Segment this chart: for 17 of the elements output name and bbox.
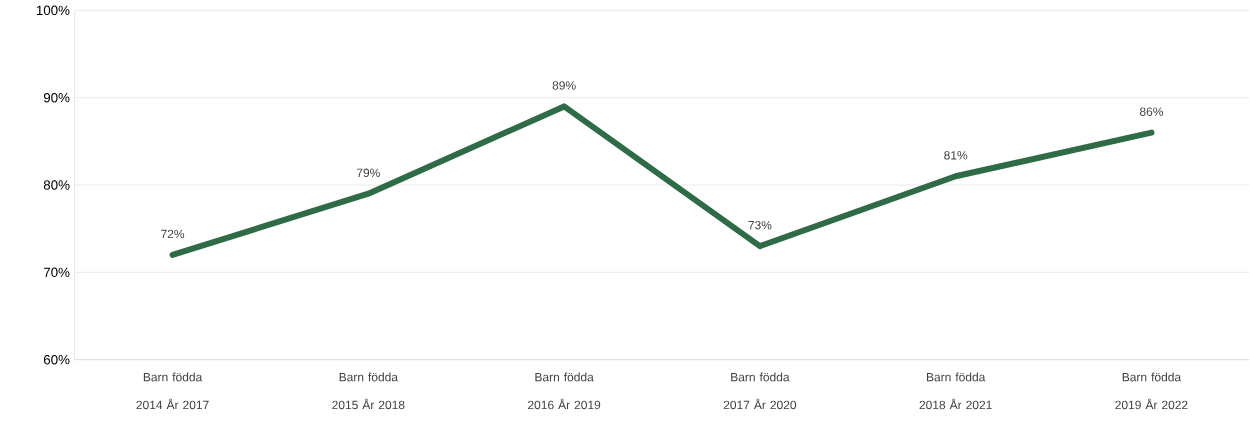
data-label: 81% bbox=[944, 151, 968, 160]
y-tick-label: 90% bbox=[43, 92, 70, 103]
data-label: 73% bbox=[748, 220, 772, 230]
data-label: 72% bbox=[161, 229, 185, 239]
data-label: 86% bbox=[1139, 107, 1164, 116]
category-label: Barn födda 2017 År 2020 bbox=[723, 372, 797, 410]
category-label: Barn födda 2016 År 2019 bbox=[528, 372, 601, 410]
category-label: Barn födda 2014 År 2017 bbox=[136, 372, 209, 410]
y-tick-label: 60% bbox=[43, 354, 70, 365]
y-tick-label: 80% bbox=[43, 180, 70, 190]
category-label: Barn födda 2019 År 2022 bbox=[1115, 372, 1188, 410]
y-tick-label: 70% bbox=[43, 267, 70, 278]
y-tick-label: 100% bbox=[36, 5, 70, 16]
data-label: 79% bbox=[356, 168, 380, 178]
data-label: 89% bbox=[552, 81, 576, 90]
category-label: Barn födda 2015 År 2018 bbox=[332, 372, 405, 410]
category-label: Barn födda 2018 År 2021 bbox=[919, 372, 992, 410]
